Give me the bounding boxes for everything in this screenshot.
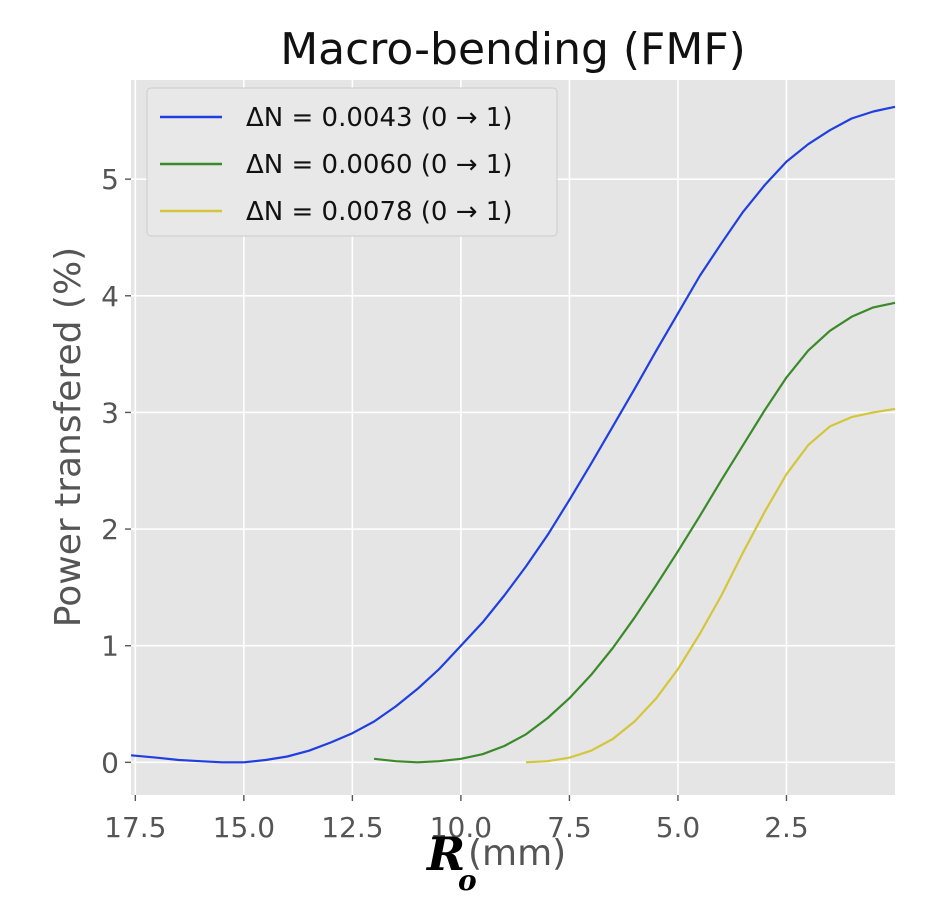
y-tick-label: 2 [101, 513, 119, 546]
legend-box [146, 87, 558, 237]
legend-label-3: ΔN = 0.0078 (0 → 1) [246, 197, 512, 227]
x-tick-label: 7.5 [547, 811, 592, 844]
x-axis-label: R o (mm) [425, 827, 566, 897]
y-axis-ticks: 0 1 2 3 4 5 [101, 163, 131, 779]
chart-title: Macro-bending (FMF) [280, 24, 746, 75]
series-line-1 [130, 105, 896, 764]
x-tick-label: 12.5 [321, 811, 383, 844]
y-tick-label: 1 [101, 630, 119, 663]
y-axis-label: Power transfered (%) [48, 247, 89, 627]
legend-label-2: ΔN = 0.0060 (0 → 1) [246, 150, 512, 180]
x-tick-label: 5.0 [656, 811, 701, 844]
x-axis-ticks: 17.5 15.0 12.5 10.0 7.5 5.0 2.5 [104, 795, 809, 844]
y-tick-label: 0 [101, 746, 119, 779]
legend: ΔN = 0.0043 (0 → 1) ΔN = 0.0060 (0 → 1) ΔN… [146, 87, 558, 237]
legend-label-1: ΔN = 0.0043 (0 → 1) [246, 103, 512, 133]
x-axis-label-unit: (mm) [468, 833, 566, 874]
x-tick-label: 10.0 [430, 811, 492, 844]
series-line-2 [373, 301, 896, 764]
series-layer [130, 105, 896, 764]
y-tick-label: 4 [101, 280, 119, 313]
x-tick-label: 2.5 [764, 811, 809, 844]
x-axis-label-subscript: o [458, 864, 477, 897]
x-tick-label: 15.0 [213, 811, 275, 844]
x-tick-label: 17.5 [104, 811, 166, 844]
y-tick-label: 3 [101, 396, 119, 429]
y-tick-label: 5 [101, 163, 119, 196]
series-line-3 [525, 407, 896, 764]
x-axis-label-symbol: R [425, 827, 465, 881]
